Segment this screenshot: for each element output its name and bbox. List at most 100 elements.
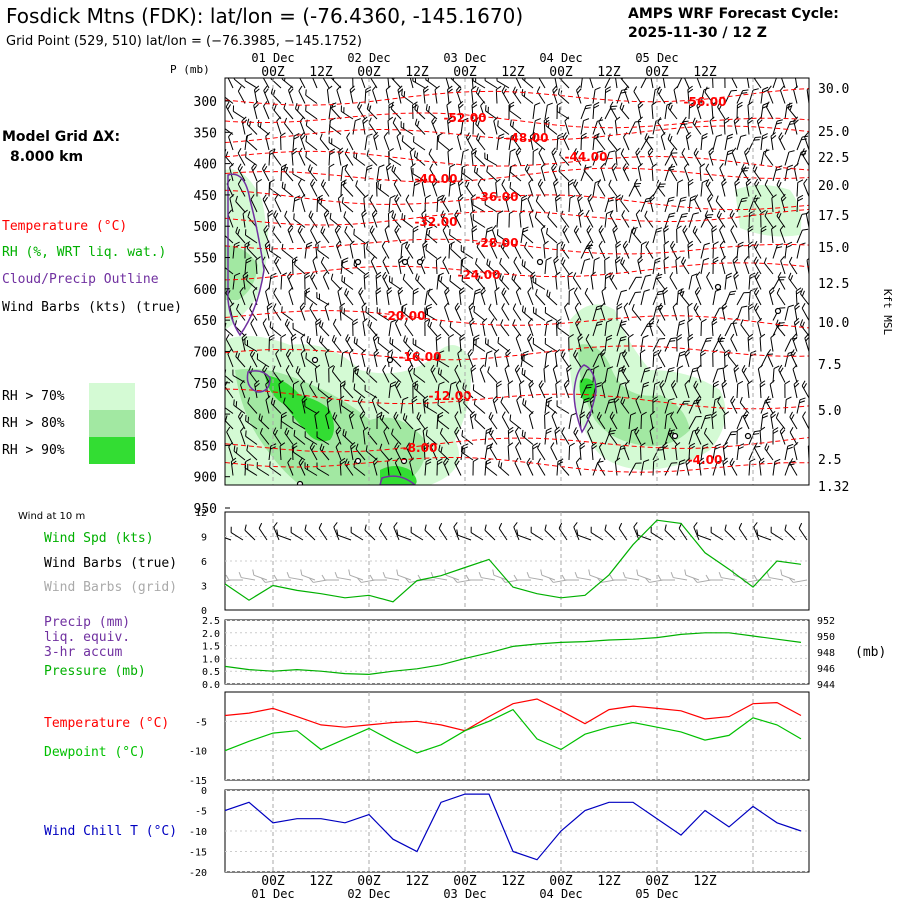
wind-barb-grid	[478, 571, 496, 581]
wind-barb	[767, 85, 774, 104]
wind-barb	[724, 431, 738, 445]
wind-barb	[676, 212, 688, 228]
wind-barb	[724, 349, 730, 368]
wind-barb	[341, 275, 354, 290]
wind-barb	[247, 397, 258, 414]
wind-barb	[401, 89, 414, 104]
wind-barb-grid	[492, 569, 508, 581]
wind-barb-true	[225, 534, 232, 541]
kft-tick-label: 25.0	[818, 125, 849, 140]
wind-barb	[261, 78, 270, 89]
wind-barb-grid	[300, 569, 316, 581]
wind-barb	[412, 338, 426, 352]
wind-barb	[522, 398, 534, 414]
wind-barb	[391, 211, 402, 228]
wind-barb	[383, 132, 390, 151]
bottom-time-tick: 00Z	[645, 874, 669, 889]
wind-barb	[357, 101, 366, 120]
wind-barb	[340, 399, 354, 414]
wind-barb	[342, 429, 354, 445]
wind-barb	[596, 411, 606, 430]
wind-barb	[305, 151, 318, 166]
wind-barb	[712, 443, 721, 461]
wind-barb	[711, 411, 718, 430]
wind-barb-grid	[636, 569, 652, 581]
wind-barb	[640, 241, 647, 259]
temperature-contour	[225, 150, 809, 171]
wind-barb	[792, 364, 798, 383]
wind-barb	[688, 273, 698, 290]
wind-barb	[265, 395, 271, 414]
wind-barb	[499, 273, 510, 290]
wind-barb	[337, 286, 343, 306]
wind-barb	[342, 180, 354, 197]
wind-barb	[620, 195, 630, 213]
wind-barb	[486, 258, 498, 275]
wind-barb	[521, 367, 534, 383]
wind-barb	[457, 348, 463, 368]
wind-barb	[600, 302, 606, 321]
wind-barb	[270, 397, 282, 414]
wind-barb	[300, 193, 306, 213]
wind-barb	[339, 457, 346, 476]
legend-3hr-accum: 3-hr accum	[44, 645, 122, 660]
wind-barb	[532, 306, 546, 321]
wind-barb	[779, 426, 786, 445]
wind-barb	[292, 380, 299, 399]
wind-barb	[427, 288, 438, 306]
bottom-time-tick: 12Z	[693, 874, 717, 889]
wind-barb	[225, 401, 234, 414]
wind-barb-grid	[238, 571, 256, 581]
wind-barb	[283, 397, 294, 414]
wind-barb	[318, 335, 330, 352]
wind-chill-tick: -10	[189, 827, 207, 838]
wind-barb	[287, 457, 294, 476]
wind-barb-grid	[396, 569, 412, 581]
wind-barb	[620, 148, 630, 166]
wind-barb	[447, 116, 453, 135]
bottom-time-tick: 00Z	[453, 874, 477, 889]
wind-barb	[364, 86, 372, 104]
wind-barb	[802, 411, 809, 430]
wind-barb	[741, 365, 750, 383]
temperature-line	[225, 698, 802, 732]
wind-barb	[628, 462, 642, 476]
wind-barb	[757, 364, 764, 383]
wind-barb	[623, 132, 630, 151]
pressure-tick-label: 750	[194, 377, 217, 392]
top-time-tick: 00Z	[261, 65, 285, 80]
wind-barb	[285, 364, 294, 383]
wind-barb	[337, 147, 344, 166]
wind-barb	[244, 78, 258, 89]
wind-barb	[753, 194, 762, 213]
wind-barb	[373, 131, 379, 151]
wind-barb	[484, 350, 493, 368]
legend-precip: Precip (mm)	[44, 615, 130, 630]
wind-barb	[796, 179, 804, 197]
wind-barb	[596, 133, 606, 151]
wind-barb	[568, 194, 576, 213]
wind-barb	[363, 271, 370, 290]
wind-barb-grid	[526, 571, 544, 581]
wind-barb	[377, 182, 390, 197]
wind-barb	[471, 101, 478, 120]
wind-barb	[438, 444, 450, 461]
wind-barb	[789, 411, 798, 430]
wind-barb	[268, 334, 275, 352]
wind-barb	[808, 368, 809, 383]
wind-barb	[567, 178, 574, 197]
wind-barb	[804, 131, 809, 151]
wind-barb-grid	[705, 574, 723, 581]
wind-10m-panel: Wind at 10 m Wind Spd (kts) Wind Barbs (…	[18, 508, 810, 617]
bottom-date-tick: 02 Dec	[347, 887, 390, 900]
wind-barb	[509, 104, 522, 120]
wind-barb-grid	[549, 577, 568, 583]
wind-barb	[335, 442, 342, 461]
wind-barb-true	[258, 522, 268, 541]
wind-barb	[320, 179, 330, 197]
wind-barb	[706, 271, 714, 290]
wind-barb	[513, 256, 522, 275]
wind-barb	[494, 287, 500, 306]
wind-barb	[337, 193, 344, 213]
wind-barb	[640, 367, 651, 383]
